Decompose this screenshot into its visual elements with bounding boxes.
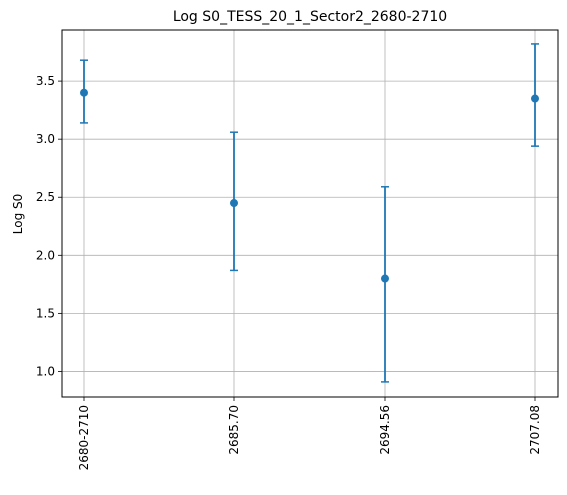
y-tick-label: 1.5	[36, 306, 55, 320]
data-point	[80, 88, 88, 97]
data-point	[381, 274, 389, 283]
x-tick-label: 2680-2710	[77, 405, 91, 470]
axis-ticks: 2680-2710 2685.70 2694.56 2707.08 1.0 1.5 2.0 2…	[36, 74, 542, 470]
grid	[62, 30, 558, 397]
data-point	[230, 199, 238, 208]
x-tick-label: 2694.56	[378, 405, 392, 455]
y-tick-label: 3.5	[36, 74, 55, 88]
plot-area-frame	[61, 29, 559, 398]
x-tick-label: 2685.70	[227, 405, 241, 455]
chart-title: Log S0_TESS_20_1_Sector2_2680-2710	[173, 9, 447, 25]
y-tick-label: 1.0	[36, 364, 55, 378]
data-series	[80, 43, 539, 383]
y-tick-label: 2.0	[36, 248, 55, 262]
x-tick-label: 2707.08	[528, 405, 542, 455]
data-point	[531, 94, 539, 103]
y-tick-label: 2.5	[36, 190, 55, 204]
y-tick-label: 3.0	[36, 132, 55, 146]
y-axis-label: Log S0	[11, 194, 25, 235]
